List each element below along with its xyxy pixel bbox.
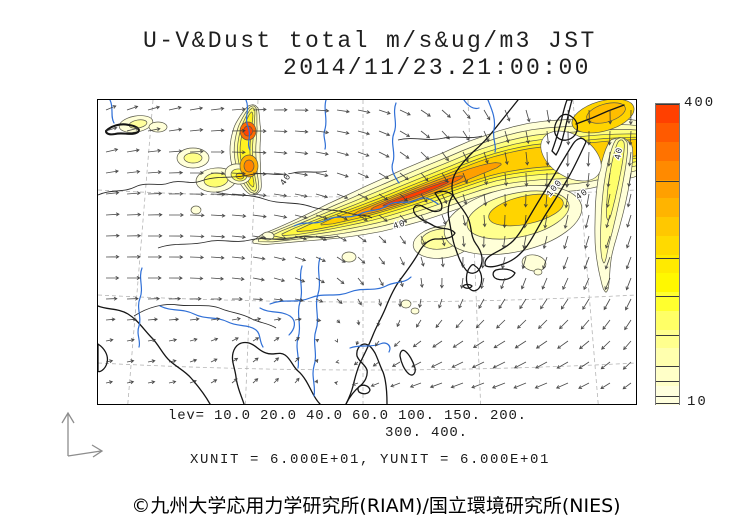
colorbar-cell [656,216,679,236]
border-layer [98,135,483,329]
contour-value-label: 40 [613,146,625,160]
colorbar-cell [656,347,679,367]
axes-indicator-icon [61,411,104,458]
colorbar-cell [656,122,679,142]
map-panel: 40 40 40 100 40 [97,99,637,405]
contour-levels-line2: 300. 400. [385,425,468,441]
colorbar-tick [656,180,679,182]
colorbar-cell [656,179,679,199]
colorbar-cell [656,104,679,124]
colorbar-min-label: 10 [687,394,708,410]
colorbar-cell [656,272,679,292]
copyright-text: ©九州大学応用力学研究所(RIAM)/国立環境研究所(NIES) [131,495,621,517]
colorbar-cell [656,385,679,405]
colorbar-max-label: 400 [684,95,716,111]
colorbar-cell [656,197,679,217]
colorbar-cell [656,160,679,180]
colorbar-cell [656,141,679,161]
colorbar-cell [656,310,679,330]
colorbar-tick [656,365,679,367]
colorbar-tick [656,104,679,105]
river-layer [109,100,497,397]
colorbar-tick [656,380,679,382]
colorbar-tick [656,403,679,404]
colorbar-cell [656,291,679,311]
contour-levels-line1: lev= 10.0 20.0 40.0 60.0 100. 150. 200. [168,408,527,424]
colorbar-tick [656,396,679,398]
colorbar-cell [656,366,679,386]
chart-datetime: 2014/11/23.21:00:00 [283,55,591,81]
grid-units-line: XUNIT = 6.000E+01, YUNIT = 6.000E+01 [190,452,551,468]
dust-contour-layer [118,100,636,315]
colorbar-cell [656,329,679,349]
colorbar [655,103,680,405]
coastline-layer [98,100,625,404]
colorbar-tick [656,296,679,298]
colorbar-cell [656,235,679,255]
colorbar-tick [656,334,679,336]
colorbar-tick [656,257,679,259]
chart-title: U-V&Dust total m/s&ug/m3 JST [143,28,597,54]
wind-vector-layer [105,105,633,390]
